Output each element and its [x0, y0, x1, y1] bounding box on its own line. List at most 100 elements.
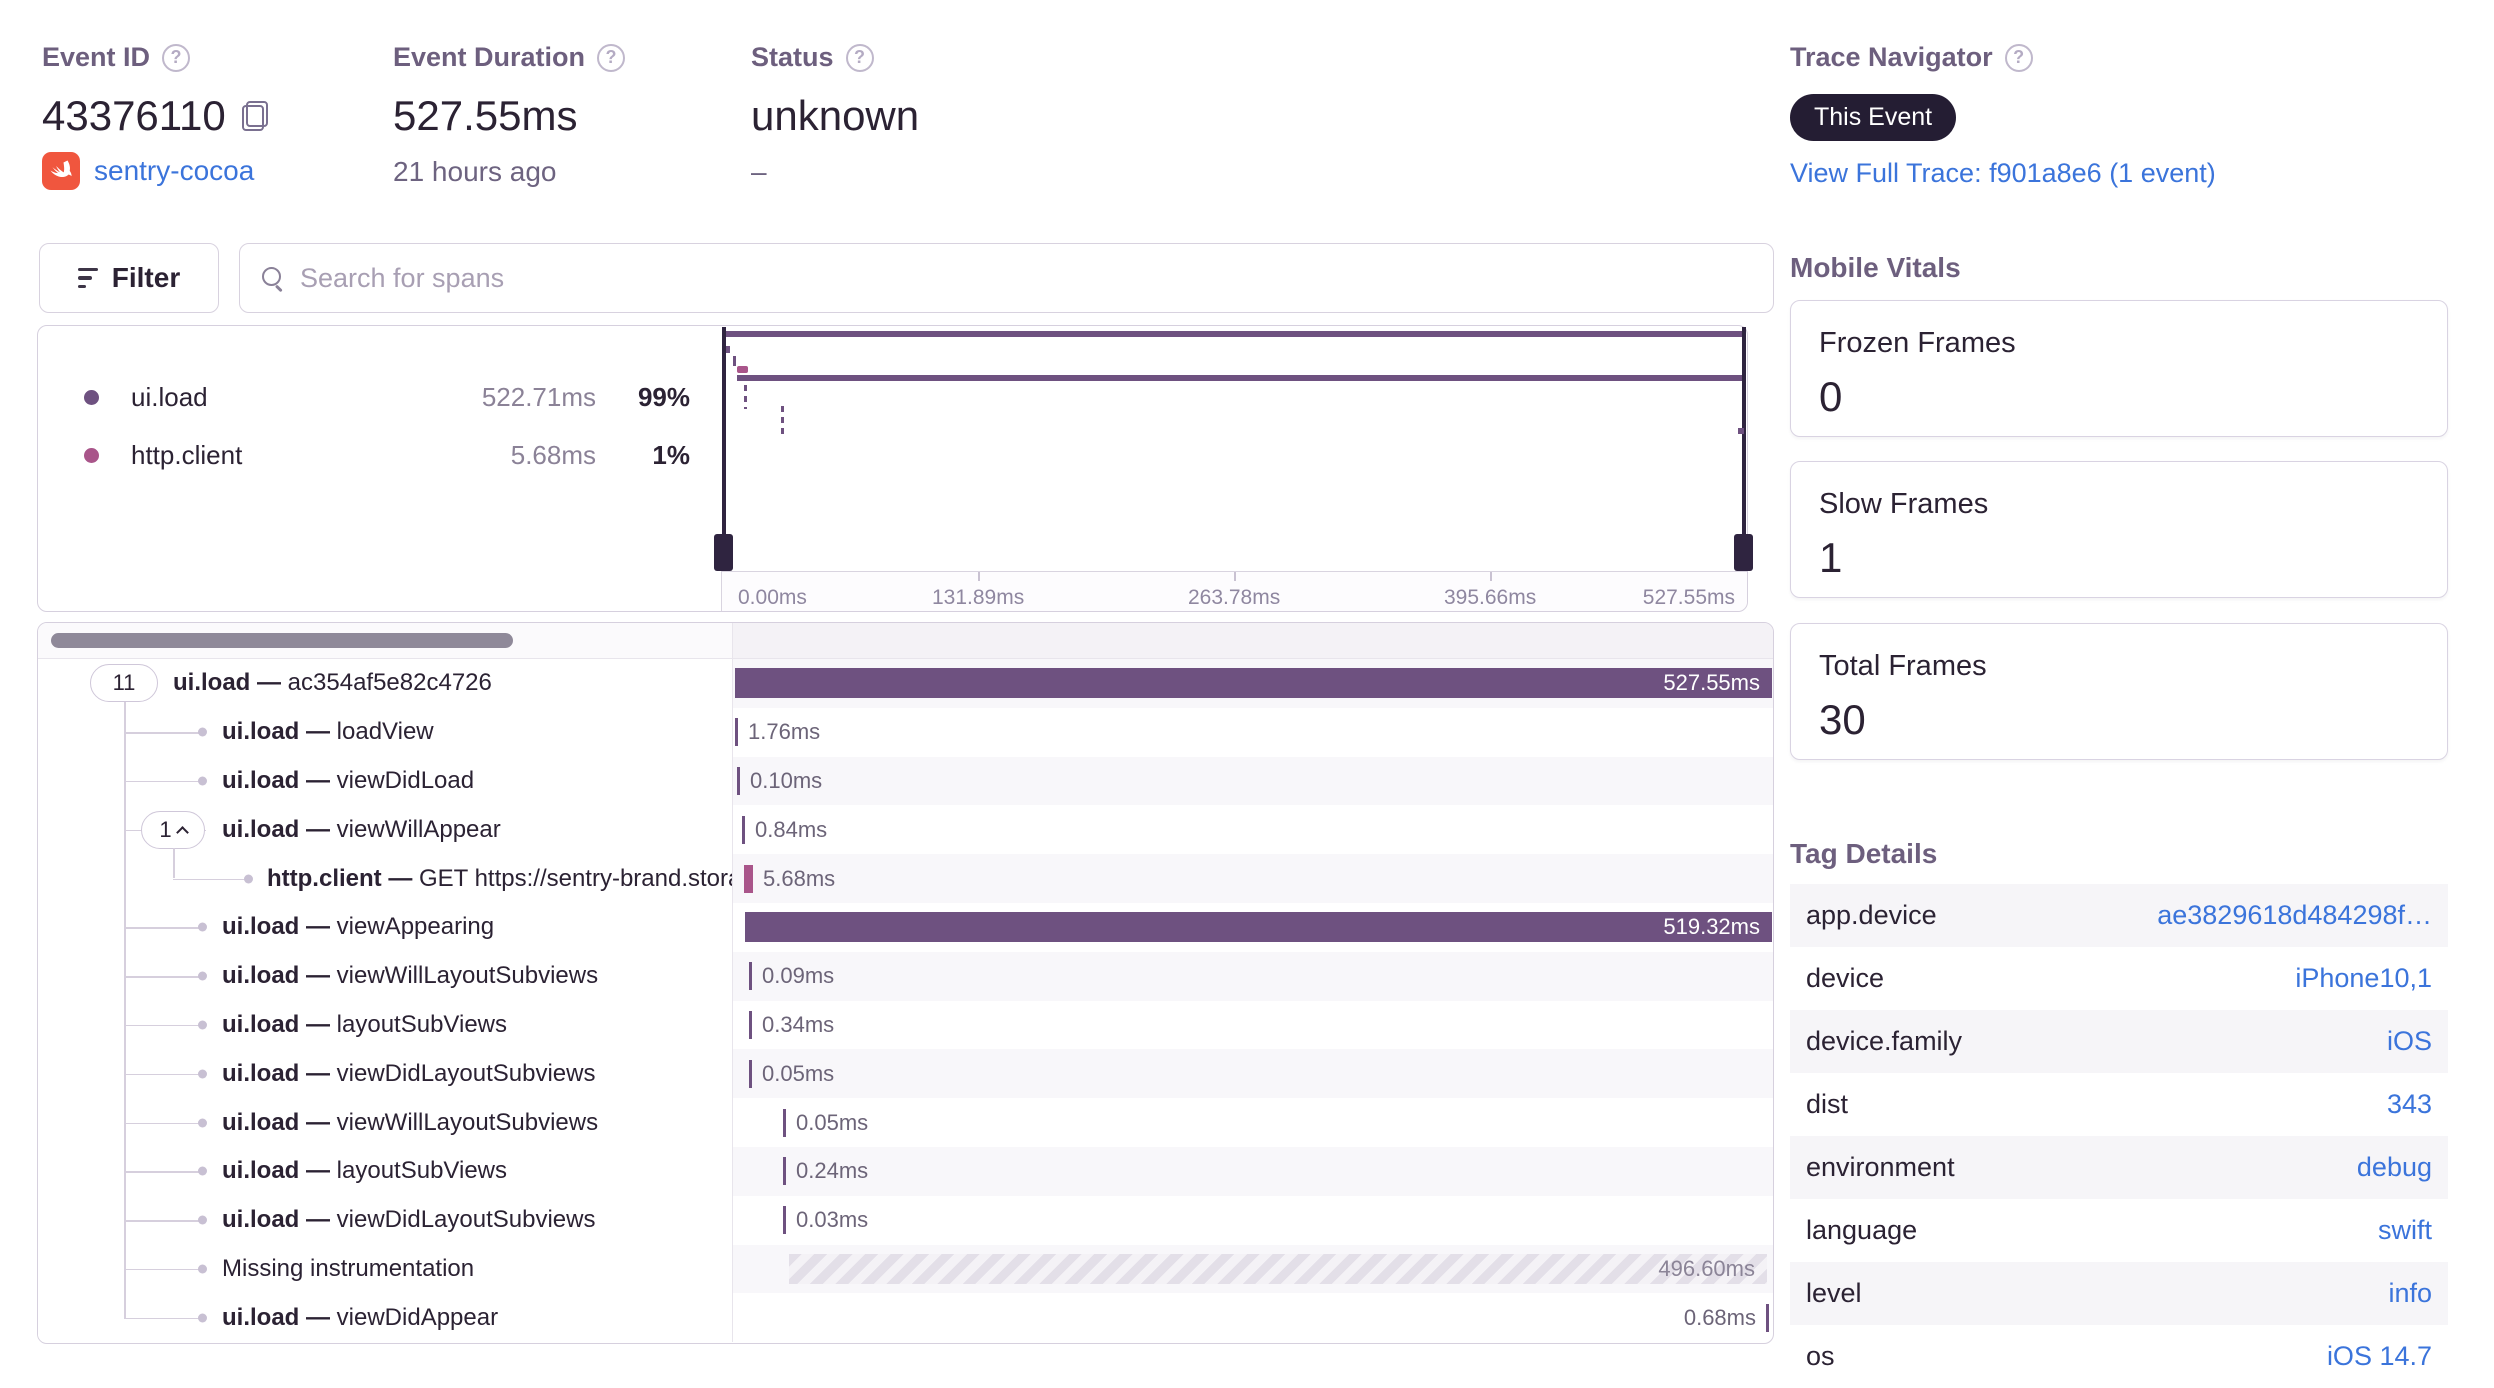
status-label-row: Status ?: [751, 42, 874, 73]
span-duration-label: 0.09ms: [762, 963, 835, 989]
span-duration-bar[interactable]: [737, 766, 740, 795]
span-tree-cell[interactable]: ui.load — viewWillLayoutSubviews: [38, 1098, 732, 1147]
span-tree-cell[interactable]: 11 ui.load — ac354af5e82c4726: [38, 659, 732, 708]
minimap-left-handle-grip[interactable]: [714, 534, 733, 571]
span-op: ui.load —: [222, 1303, 337, 1331]
span-tree-cell[interactable]: ui.load — viewDidAppear: [38, 1293, 732, 1343]
span-tree-cell[interactable]: ui.load — viewDidLoad: [38, 756, 732, 806]
axis-tick: [1234, 572, 1236, 581]
span-row[interactable]: ui.load — layoutSubViews 0.34ms: [38, 1000, 1773, 1050]
axis-label: 395.66ms: [1444, 586, 1537, 609]
span-op: ui.load —: [222, 815, 337, 843]
legend-item-http-client[interactable]: http.client: [84, 440, 242, 471]
help-icon[interactable]: ?: [2004, 43, 2033, 72]
span-row[interactable]: 11 ui.load — ac354af5e82c4726 527.55ms: [38, 659, 1773, 708]
span-bar-cell[interactable]: 519.32ms: [732, 902, 1773, 952]
span-tree-cell[interactable]: ui.load — viewAppearing: [38, 902, 732, 952]
span-bar-cell[interactable]: 0.84ms: [732, 805, 1773, 855]
span-duration-bar[interactable]: 496.60ms: [789, 1253, 1767, 1284]
span-bar-cell[interactable]: 0.10ms: [732, 756, 1773, 806]
copy-icon[interactable]: [241, 101, 268, 131]
span-count-pill[interactable]: 1: [141, 810, 205, 849]
span-duration-bar[interactable]: [1766, 1303, 1769, 1332]
span-row[interactable]: ui.load — viewAppearing 519.32ms: [38, 902, 1773, 952]
tag-value-link[interactable]: iOS: [2386, 1026, 2432, 1056]
vital-label: Frozen Frames: [1819, 327, 2016, 359]
project-link[interactable]: sentry-cocoa: [94, 155, 255, 186]
help-icon[interactable]: ?: [597, 43, 626, 72]
span-bar-cell[interactable]: 527.55ms: [732, 659, 1773, 708]
span-bar-cell[interactable]: 0.34ms: [732, 1000, 1773, 1050]
help-icon[interactable]: ?: [845, 43, 874, 72]
span-row[interactable]: http.client — GET https://sentry-brand.s…: [38, 854, 1773, 903]
span-row[interactable]: ui.load — viewWillLayoutSubviews 0.09ms: [38, 951, 1773, 1001]
search-input[interactable]: [300, 262, 1751, 294]
tree-connector-dot: [198, 1215, 207, 1225]
span-count-pill[interactable]: 11: [90, 664, 158, 703]
span-row[interactable]: ui.load — viewDidLoad 0.10ms: [38, 756, 1773, 806]
span-tree-cell[interactable]: ui.load — loadView: [38, 707, 732, 757]
minimap-right-handle-grip[interactable]: [1734, 534, 1753, 571]
filter-button[interactable]: Filter: [39, 243, 219, 313]
this-event-badge[interactable]: This Event: [1790, 94, 1957, 141]
tag-value-link[interactable]: info: [2388, 1278, 2432, 1308]
span-tree-cell[interactable]: ui.load — layoutSubViews: [38, 1000, 732, 1050]
tree-connector-dot: [198, 1020, 207, 1030]
span-duration-bar[interactable]: [749, 1059, 752, 1088]
span-bar-cell[interactable]: 496.60ms: [732, 1244, 1773, 1294]
tag-value-link[interactable]: iOS 14.7: [2326, 1341, 2432, 1371]
span-tree-cell[interactable]: Missing instrumentation: [38, 1244, 732, 1294]
span-duration-bar[interactable]: 519.32ms: [745, 912, 1772, 943]
span-description: viewAppearing: [336, 913, 495, 941]
span-duration-bar[interactable]: [742, 815, 745, 844]
span-duration-bar[interactable]: [749, 962, 752, 991]
span-tree-cell[interactable]: ui.load — viewDidLayoutSubviews: [38, 1049, 732, 1099]
span-duration-bar[interactable]: 527.55ms: [735, 668, 1772, 699]
span-bar-cell[interactable]: 5.68ms: [732, 854, 1773, 903]
span-duration-bar[interactable]: [749, 1010, 752, 1039]
span-row[interactable]: ui.load — viewDidAppear 0.68ms: [38, 1293, 1773, 1343]
span-tree-cell[interactable]: ui.load — viewDidLayoutSubviews: [38, 1195, 732, 1245]
vital-value: 0: [1819, 373, 1843, 420]
view-full-trace-link[interactable]: View Full Trace: f901a8e6 (1 event): [1790, 158, 2216, 188]
span-bar-cell[interactable]: 0.05ms: [732, 1049, 1773, 1099]
minimap-left-handle-line[interactable]: [722, 327, 726, 536]
span-bar-cell[interactable]: 0.09ms: [732, 951, 1773, 1001]
tag-value-link[interactable]: debug: [2356, 1152, 2432, 1182]
tag-value-link[interactable]: 343: [2386, 1089, 2432, 1119]
tag-value-link[interactable]: swift: [2378, 1215, 2432, 1245]
span-row[interactable]: ui.load — viewDidLayoutSubviews 0.05ms: [38, 1049, 1773, 1099]
horizontal-scrollbar[interactable]: [51, 633, 513, 648]
span-duration-bar[interactable]: [783, 1206, 786, 1235]
span-bar-cell[interactable]: 0.68ms: [732, 1293, 1773, 1343]
span-duration-bar[interactable]: [735, 718, 738, 747]
span-row[interactable]: ui.load — layoutSubViews 0.24ms: [38, 1146, 1773, 1196]
span-description: ac354af5e82c4726: [287, 669, 492, 697]
span-duration-bar[interactable]: [744, 864, 753, 893]
span-tree-cell[interactable]: ui.load — viewWillLayoutSubviews: [38, 951, 732, 1001]
tag-value-link[interactable]: ae3829618d484298f…: [2157, 900, 2432, 930]
tag-value-link[interactable]: iPhone10,1: [2295, 963, 2432, 993]
span-row[interactable]: Missing instrumentation 496.60ms: [38, 1244, 1773, 1294]
span-op: ui.load —: [173, 669, 288, 697]
span-row[interactable]: ui.load — viewWillLayoutSubviews 0.05ms: [38, 1098, 1773, 1147]
tag-key: dist: [1806, 1089, 1849, 1119]
span-row-label: http.client — GET https://sentry-brand.s…: [267, 865, 732, 893]
help-icon[interactable]: ?: [162, 43, 191, 72]
span-bar-cell[interactable]: 0.24ms: [732, 1146, 1773, 1196]
span-tree-cell[interactable]: 1 ui.load — viewWillAppear: [38, 805, 732, 855]
legend-item-ui-load[interactable]: ui.load: [84, 382, 208, 413]
span-bar-cell[interactable]: 1.76ms: [732, 707, 1773, 757]
span-duration-bar[interactable]: [783, 1157, 786, 1186]
span-bar-cell[interactable]: 0.03ms: [732, 1195, 1773, 1245]
minimap-right-handle-line[interactable]: [1742, 327, 1746, 536]
span-row[interactable]: ui.load — viewDidLayoutSubviews 0.03ms: [38, 1195, 1773, 1245]
span-duration-bar[interactable]: [783, 1108, 786, 1137]
axis-tick: [978, 572, 980, 581]
tag-key: language: [1806, 1215, 1918, 1245]
span-row[interactable]: ui.load — loadView 1.76ms: [38, 707, 1773, 757]
span-row[interactable]: 1 ui.load — viewWillAppear 0.84ms: [38, 805, 1773, 855]
span-tree-cell[interactable]: ui.load — layoutSubViews: [38, 1146, 732, 1196]
span-tree-cell[interactable]: http.client — GET https://sentry-brand.s…: [38, 854, 732, 903]
span-bar-cell[interactable]: 0.05ms: [732, 1098, 1773, 1147]
